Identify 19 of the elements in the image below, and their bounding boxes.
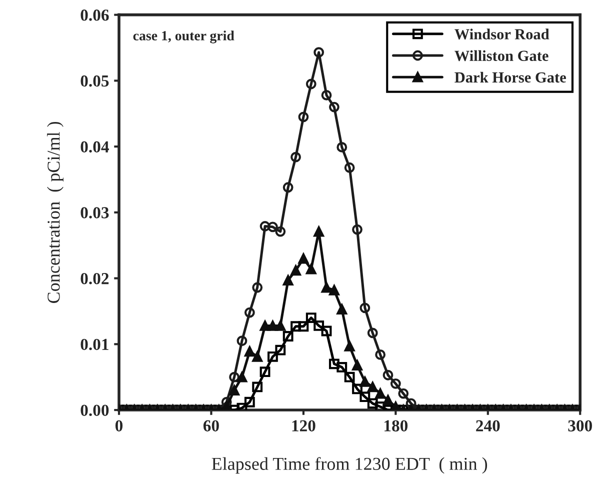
x-tick-label: 60	[203, 420, 219, 432]
y-tick-label: 0.00	[80, 404, 109, 416]
y-tick-label: 0.02	[80, 272, 109, 284]
x-tick-label: 240	[476, 420, 500, 432]
x-tick-label: 0	[115, 420, 123, 432]
y-tick-label: 0.05	[80, 75, 109, 87]
legend-label: Dark Horse Gate	[454, 72, 566, 83]
y-axis-title: Concentration ( pCi/ml )	[47, 122, 64, 303]
y-tick-label: 0.04	[80, 141, 109, 153]
y-tick-label: 0.06	[80, 10, 109, 21]
x-tick-label: 180	[384, 420, 408, 432]
annotation: case 1, outer grid	[133, 30, 234, 44]
legend-label: Windsor Road	[454, 28, 550, 40]
x-tick-label: 120	[292, 420, 316, 432]
y-tick-label: 0.03	[80, 207, 109, 218]
legend-label: Williston Gate	[454, 50, 548, 62]
x-axis-title: Elapsed Time from 1230 EDT ( min )	[212, 457, 488, 474]
x-tick-label: 300	[568, 420, 592, 432]
y-tick-label: 0.01	[80, 338, 108, 350]
